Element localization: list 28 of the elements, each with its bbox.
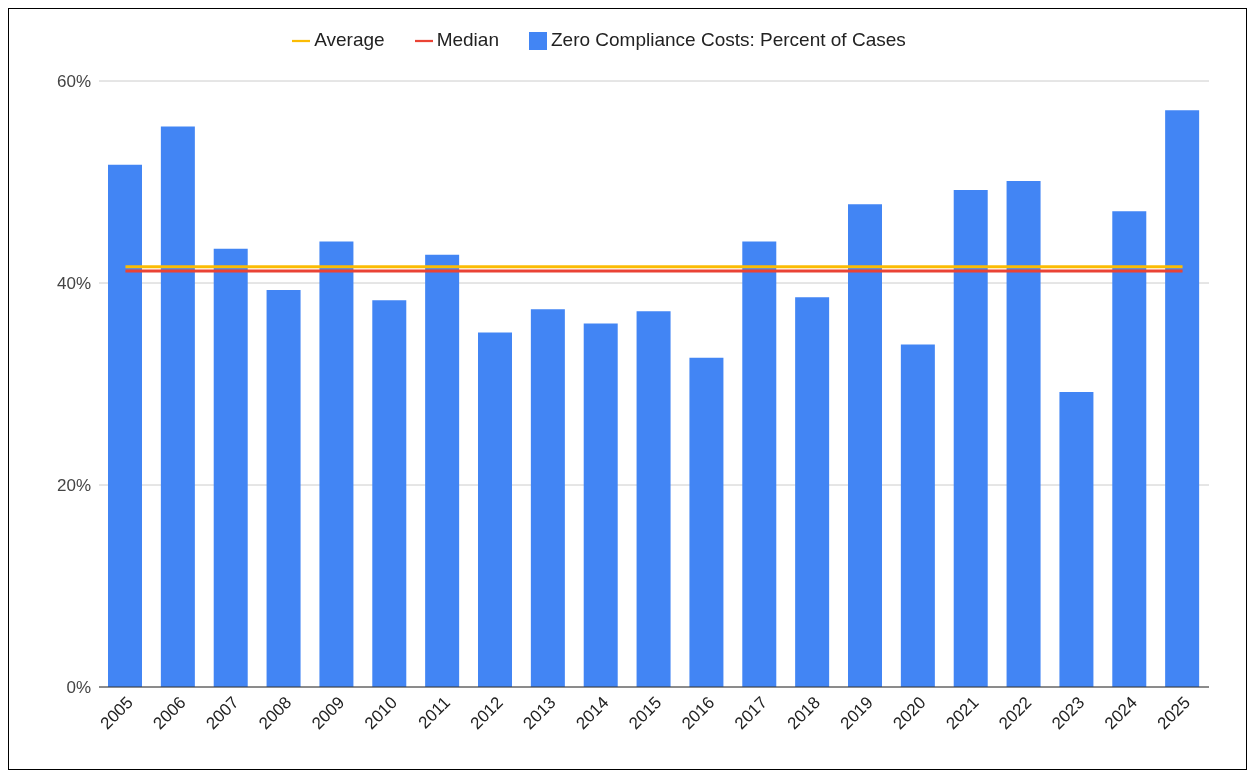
- bar: [1165, 110, 1200, 687]
- bar: [319, 241, 354, 687]
- legend-label: Average: [314, 29, 385, 50]
- bar: [848, 204, 882, 687]
- y-tick-label: 60%: [56, 72, 91, 92]
- bar: [953, 190, 988, 687]
- bar: [478, 332, 512, 687]
- y-tick-label: 40%: [56, 274, 91, 294]
- bar: [160, 126, 195, 687]
- legend-label: Median: [436, 29, 499, 50]
- bar: [108, 164, 142, 687]
- bar: [636, 311, 671, 687]
- bar: [900, 344, 935, 687]
- bar: [1059, 392, 1094, 687]
- bar: [425, 254, 460, 687]
- y-tick-label: 20%: [56, 476, 91, 496]
- bar: [689, 357, 724, 687]
- bar: [213, 248, 248, 687]
- bar: [1006, 180, 1041, 687]
- bar: [266, 290, 301, 687]
- bar: [583, 323, 618, 687]
- bar: [1112, 211, 1147, 687]
- bar: [742, 241, 777, 687]
- bar: [372, 300, 407, 687]
- bar: [530, 309, 565, 687]
- bar: [795, 297, 830, 687]
- legend-label: Zero Compliance Costs: Percent of Cases: [550, 29, 906, 50]
- y-tick-label: 0%: [66, 678, 91, 698]
